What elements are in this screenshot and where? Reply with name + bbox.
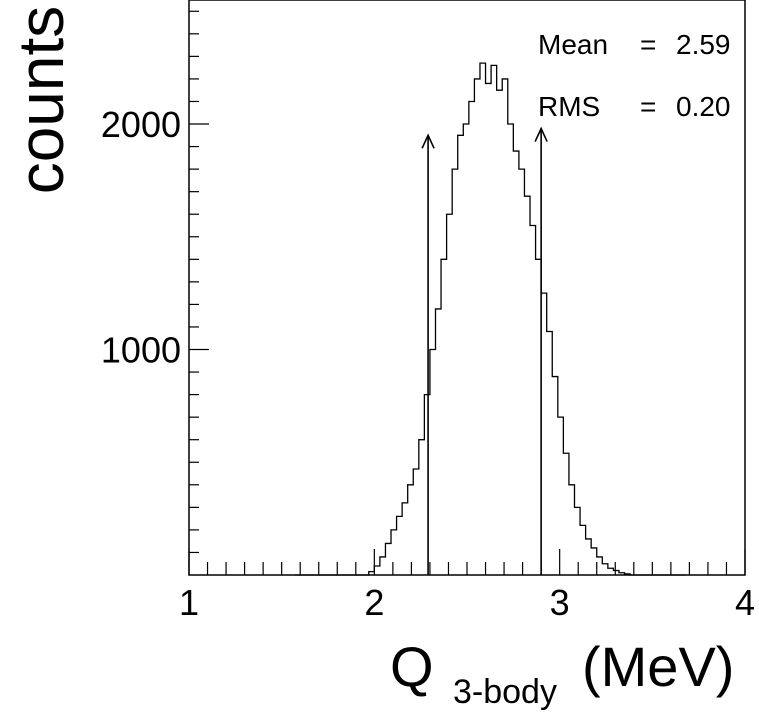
stat-mean-value: 2.59 xyxy=(676,29,731,60)
stat-mean-label: Mean xyxy=(538,29,608,60)
stat-rms-eq: = xyxy=(640,91,656,122)
cut-arrow xyxy=(534,126,548,575)
x-tick-labels: 1 2 3 4 xyxy=(179,582,755,623)
x-tick-label: 3 xyxy=(550,582,570,623)
stat-mean-eq: = xyxy=(640,29,656,60)
y-tick-label: 2000 xyxy=(101,104,181,145)
x-minor-ticks xyxy=(188,549,746,575)
plot-border xyxy=(188,0,746,576)
stats-box: Mean = 2.59 RMS = 0.20 xyxy=(538,29,731,122)
plot-frame xyxy=(188,0,746,576)
x-tick-label: 2 xyxy=(364,582,384,623)
x-tick-label: 1 xyxy=(179,582,199,623)
y-axis-title: counts xyxy=(5,6,77,195)
cut-arrows xyxy=(421,126,548,575)
cut-arrow xyxy=(421,133,435,575)
x-axis-title: Q 3-body (MeV) xyxy=(390,635,734,711)
x-axis-title-main: Q xyxy=(390,635,434,698)
histogram-series xyxy=(294,62,686,576)
cut-arrow-head xyxy=(421,133,435,149)
stat-rms-value: 0.20 xyxy=(676,91,731,122)
x-axis-title-unit: (MeV) xyxy=(582,635,734,698)
y-tick-labels: 1000 2000 xyxy=(101,104,181,370)
cut-arrow-head xyxy=(534,126,548,142)
y-tick-label: 1000 xyxy=(101,330,181,371)
y-minor-ticks xyxy=(189,10,209,554)
x-axis-title-sub: 3-body xyxy=(453,673,557,711)
stat-rms-label: RMS xyxy=(538,91,600,122)
x-tick-label: 4 xyxy=(735,582,755,623)
